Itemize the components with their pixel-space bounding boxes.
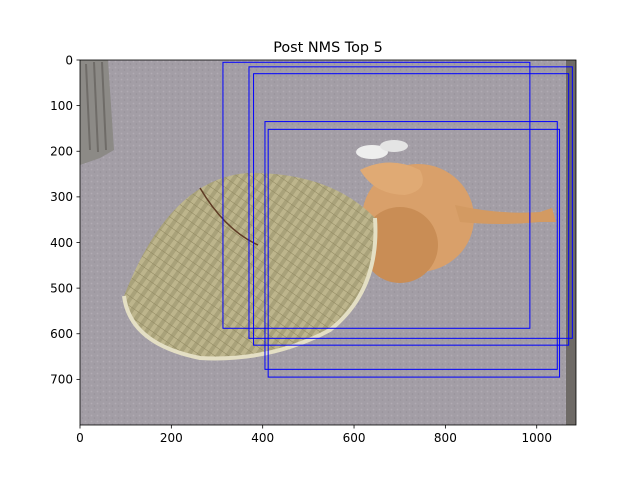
x-tick-label: 600 xyxy=(343,431,366,445)
chart-title: Post NMS Top 5 xyxy=(273,40,383,56)
detection-box-4 xyxy=(264,121,558,370)
detection-boxes xyxy=(222,61,573,378)
detection-box-2 xyxy=(248,66,573,339)
detection-box-5 xyxy=(267,128,561,378)
object-right-edge xyxy=(566,60,576,425)
y-tick-label: 700 xyxy=(50,373,73,387)
y-axis: 0 100 200 300 400 500 600 700 xyxy=(50,53,80,387)
y-tick-label: 500 xyxy=(50,281,73,295)
y-tick-label: 0 xyxy=(65,53,73,67)
y-tick-label: 300 xyxy=(50,190,73,204)
x-tick-label: 0 xyxy=(76,431,84,445)
basket-shape xyxy=(80,60,114,165)
y-tick-label: 200 xyxy=(50,145,73,159)
cat-shape xyxy=(356,140,556,283)
photo xyxy=(80,60,576,425)
detection-box-1 xyxy=(222,61,531,329)
x-tick-label: 800 xyxy=(434,431,457,445)
detection-box-3 xyxy=(253,73,570,346)
x-tick-label: 1000 xyxy=(521,431,552,445)
x-axis: 0 200 400 600 800 1000 xyxy=(76,425,552,445)
y-tick-label: 100 xyxy=(50,99,73,113)
hat-shape xyxy=(122,172,378,361)
x-tick-label: 400 xyxy=(251,431,274,445)
y-tick-label: 400 xyxy=(50,236,73,250)
x-tick-label: 200 xyxy=(160,431,183,445)
y-tick-label: 600 xyxy=(50,327,73,341)
